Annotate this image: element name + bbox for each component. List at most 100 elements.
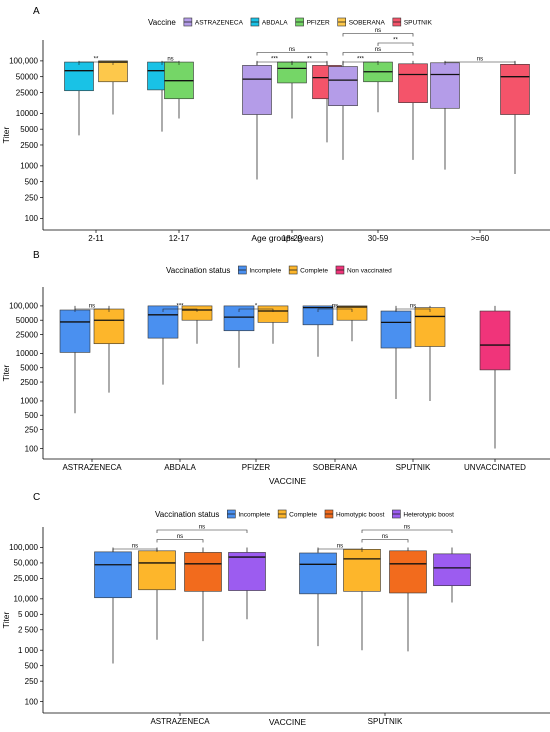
bracket-line	[444, 61, 516, 65]
comparison-bracket: **	[78, 57, 114, 65]
bracket-line	[291, 61, 328, 65]
y-tick-label: 100,000	[9, 302, 38, 311]
y-tick-label: 250	[25, 425, 39, 434]
bracket-line	[112, 548, 158, 552]
y-tick-label: 1000	[20, 397, 38, 406]
comparison-bracket: ns	[74, 304, 110, 312]
panel-tag: C	[33, 492, 40, 503]
bracket-line	[317, 548, 363, 552]
significance-label: ns	[199, 525, 205, 531]
box-2-11-SOBERANA	[98, 60, 128, 115]
box-ASTRAZENECA-Complete	[138, 547, 176, 640]
box-SOBERANA-Complete	[336, 305, 368, 342]
significance-label: ns	[89, 304, 95, 310]
significance-label: ns	[375, 28, 381, 34]
bracket-line	[74, 308, 110, 312]
box-2-11-ABDALA	[64, 60, 94, 136]
legend-item: Homotypic boost	[336, 512, 385, 519]
significance-label: ***	[176, 304, 184, 310]
box-iqr	[277, 61, 307, 84]
comparison-bracket: ns	[256, 47, 328, 56]
x-axis-title: Age groups (years)	[251, 233, 323, 243]
panel-tag: B	[33, 250, 40, 261]
panel-B: B Vaccination status Incomplete Complete Non…	[1, 250, 550, 486]
legend-item: SPUTNIK	[404, 20, 433, 27]
significance-label: ***	[357, 57, 365, 63]
bracket-line	[256, 52, 328, 56]
legend-item: Heterotypic boost	[403, 512, 454, 519]
box-iqr	[343, 549, 381, 592]
comparison-bracket: ns	[342, 47, 414, 56]
bracket-line	[156, 539, 204, 543]
box-SPUTNIK-Homotypic boost	[389, 547, 427, 652]
significance-label: ns	[132, 544, 138, 550]
y-tick-label: 10000	[16, 109, 39, 118]
legend-item: Non vaccinated	[347, 268, 392, 275]
box-30-59-SPUTNIK	[398, 60, 428, 160]
bracket-line	[342, 33, 414, 37]
comparison-bracket: ns	[317, 304, 353, 312]
y-tick-label: 5000	[20, 364, 38, 373]
significance-label: ns	[477, 57, 483, 63]
comparison-bracket: ns	[317, 544, 363, 552]
significance-label: ns	[289, 47, 295, 53]
bracket-line	[161, 61, 180, 65]
y-tick-label: 250	[25, 677, 39, 686]
comparison-bracket: **	[291, 57, 328, 65]
box-iqr	[398, 63, 428, 103]
legend-item: Incomplete	[238, 512, 270, 519]
y-tick-label: 50,000	[14, 559, 39, 568]
y-tick-label: 2500	[20, 141, 38, 150]
box-iqr	[184, 552, 222, 592]
box-iqr	[228, 552, 266, 591]
box-iqr	[430, 62, 460, 109]
box->=60-ASTRAZENECA	[430, 60, 460, 170]
bracket-line	[361, 539, 409, 543]
y-tick-label: 5000	[20, 125, 38, 134]
significance-label: ns	[337, 544, 343, 550]
x-tick-label: >=60	[471, 234, 490, 243]
significance-label: ns	[177, 534, 183, 540]
legend: Vaccination status Incomplete Complete Homo…	[155, 509, 454, 519]
box-ABDALA-Incomplete	[147, 305, 179, 385]
comparison-bracket: ns	[156, 534, 204, 543]
y-tick-label: 25000	[16, 330, 39, 339]
box-iqr	[64, 61, 94, 92]
box-iqr	[98, 60, 128, 83]
box-iqr	[479, 310, 511, 371]
comparison-bracket: ns	[361, 525, 453, 533]
legend-title: Vaccine	[148, 18, 176, 27]
legend-item: Incomplete	[249, 268, 281, 275]
x-tick-label: 12-17	[169, 234, 190, 243]
significance-label: ns	[410, 304, 416, 310]
y-tick-label: 50000	[16, 316, 39, 325]
y-tick-label: 25,000	[14, 574, 39, 583]
box-ASTRAZENECA-Homotypic boost	[184, 547, 222, 642]
bracket-line	[78, 61, 114, 65]
y-tick-label: 250	[25, 193, 39, 202]
box-iqr	[389, 550, 427, 594]
x-tick-label: ASTRAZENECA	[62, 463, 122, 472]
box-SPUTNIK-Incomplete	[299, 547, 337, 647]
box-iqr	[380, 310, 412, 349]
box-iqr	[59, 309, 91, 353]
significance-label: **	[307, 57, 312, 63]
box-SPUTNIK-Heterotypic boost	[433, 547, 471, 603]
x-tick-label: 18-29	[282, 234, 303, 243]
bracket-line	[377, 42, 414, 46]
legend-item: ASTRAZENECA	[195, 20, 244, 27]
bracket-line	[395, 308, 431, 312]
box-18-29-PFIZER	[277, 60, 307, 119]
significance-label: ns	[382, 534, 388, 540]
box-iqr	[336, 305, 368, 321]
box-SPUTNIK-Incomplete	[380, 305, 412, 399]
y-tick-label: 10,000	[14, 595, 39, 604]
significance-label: ***	[271, 57, 279, 63]
significance-label: **	[393, 38, 398, 44]
bracket-line	[342, 61, 379, 65]
panel-A: A Vaccine ASTRAZENECA ABDALA PFIZER SOBERANA S…	[1, 6, 550, 243]
box-iqr	[433, 553, 471, 587]
significance-label: ns	[404, 525, 410, 531]
x-tick-label: SOBERANA	[313, 463, 358, 472]
